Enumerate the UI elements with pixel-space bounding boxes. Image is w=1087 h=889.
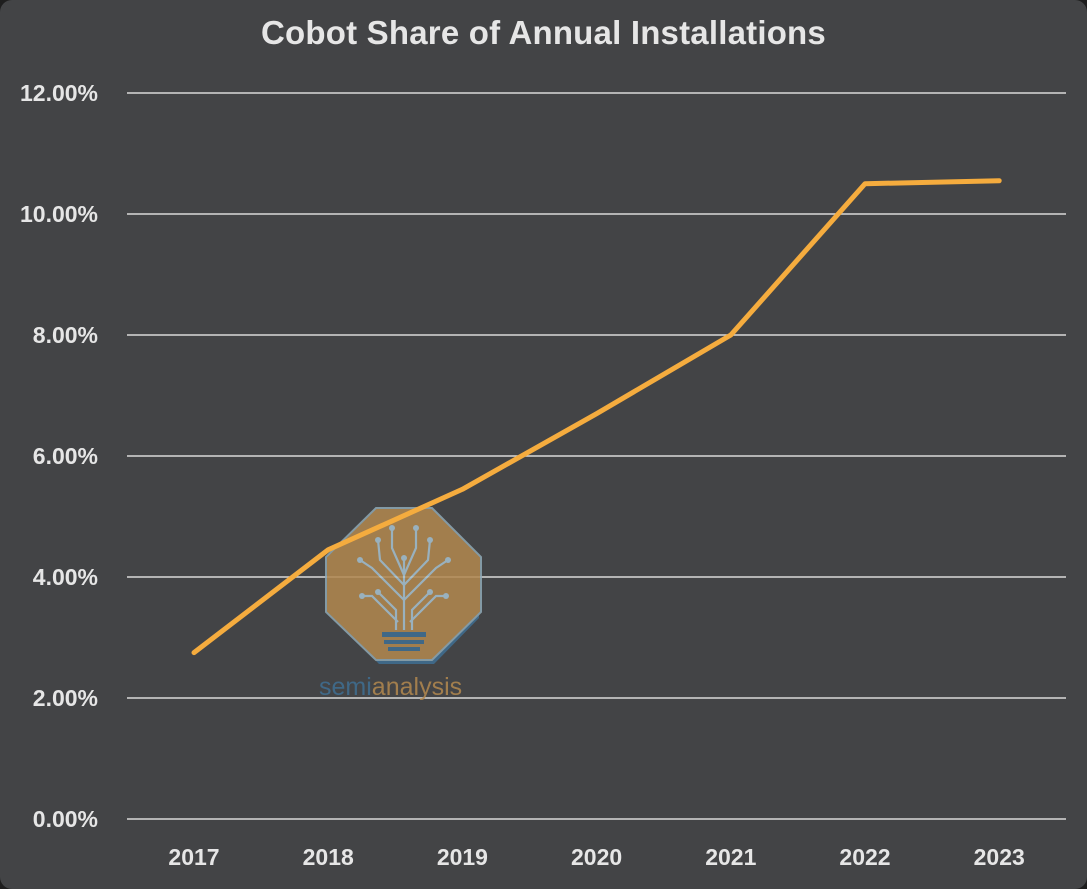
watermark: semianalysis	[319, 507, 482, 701]
semianalysis-tree-logo-icon	[325, 507, 482, 664]
y-tick-label: 0.00%	[33, 806, 98, 832]
x-axis-tick-labels: 2017 2018 2019 2020 2021 2022 2023	[168, 844, 1024, 870]
y-tick-label: 8.00%	[33, 322, 98, 348]
svg-text:semianalysis: semianalysis	[319, 673, 462, 701]
y-axis-tick-labels: 0.00% 2.00% 4.00% 6.00% 8.00% 10.00% 12.00%	[20, 80, 98, 832]
x-tick-label: 2022	[839, 844, 890, 870]
x-tick-label: 2021	[705, 844, 756, 870]
y-tick-label: 2.00%	[33, 685, 98, 711]
watermark-text-analysis: analysis	[372, 673, 462, 701]
series-line	[191, 178, 1002, 656]
series-layer	[191, 178, 1002, 656]
y-tick-label: 12.00%	[20, 80, 98, 106]
x-tick-label: 2017	[168, 844, 219, 870]
gridlines	[127, 92, 1066, 820]
x-tick-label: 2023	[974, 844, 1025, 870]
watermark-text-semi: semi	[319, 673, 372, 701]
y-tick-label: 10.00%	[20, 201, 98, 227]
y-tick-label: 4.00%	[33, 564, 98, 590]
x-tick-label: 2018	[303, 844, 354, 870]
x-tick-label: 2019	[437, 844, 488, 870]
chart-title: Cobot Share of Annual Installations	[261, 14, 826, 51]
x-tick-label: 2020	[571, 844, 622, 870]
y-tick-label: 6.00%	[33, 443, 98, 469]
